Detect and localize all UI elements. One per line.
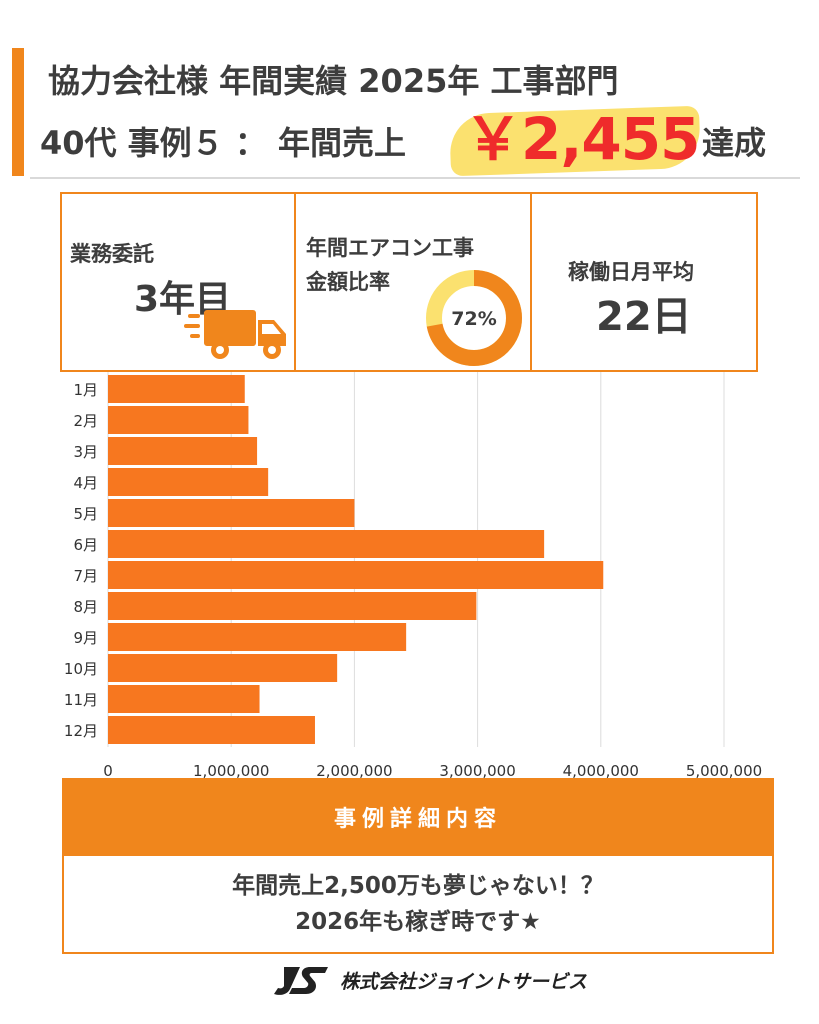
chart-x-tick-labels: 0 1,000,000 2,000,000 3,000,000 4,000,000 5,0… bbox=[103, 762, 762, 778]
bar-1 bbox=[108, 375, 245, 403]
x-tick-label: 4,000,000 bbox=[563, 762, 639, 778]
aircon-ratio-card: 年間エアコン工事 金額比率 72% bbox=[294, 192, 532, 372]
chart-bars bbox=[108, 375, 604, 744]
x-tick-label: 0 bbox=[103, 762, 113, 778]
page-subtitle: 40代 事例５ ： 年間売上 bbox=[40, 124, 406, 162]
workdays-value: 22日 bbox=[596, 294, 692, 340]
chart-category-labels: 1月 2月 3月 4月 5月 6月 7月 8月 9月 10月 11月 12月 bbox=[64, 381, 98, 740]
bar-6 bbox=[108, 530, 545, 558]
bar-5 bbox=[108, 499, 355, 527]
aircon-label-line1: 年間エアコン工事 bbox=[306, 236, 474, 260]
category-label: 10月 bbox=[64, 660, 98, 678]
x-tick-label: 2,000,000 bbox=[316, 762, 392, 778]
company-name: 株式会社ジョイントサービス bbox=[340, 970, 588, 993]
x-tick-label: 5,000,000 bbox=[686, 762, 762, 778]
js-logo bbox=[274, 967, 328, 995]
category-label: 3月 bbox=[73, 443, 98, 461]
detail-header: 事例詳細内容 bbox=[62, 778, 774, 856]
bar-3 bbox=[108, 437, 258, 465]
chart-grid bbox=[107, 372, 725, 747]
bar-8 bbox=[108, 592, 477, 620]
category-label: 9月 bbox=[73, 629, 98, 647]
workdays-label: 稼働日月平均 bbox=[568, 260, 694, 284]
bar-4 bbox=[108, 468, 269, 496]
category-label: 7月 bbox=[73, 567, 98, 585]
contract-label: 業務委託 bbox=[70, 242, 154, 266]
bar-9 bbox=[108, 623, 407, 651]
category-label: 11月 bbox=[64, 691, 98, 709]
bar-7 bbox=[108, 561, 604, 589]
aircon-ratio-donut: 72% bbox=[426, 270, 522, 366]
detail-line-2: 2026年も稼ぎ時です★ bbox=[295, 909, 541, 935]
detail-body: 年間売上2,500万も夢じゃない！？ 2026年も稼ぎ時です★ bbox=[62, 856, 774, 954]
detail-line-1: 年間売上2,500万も夢じゃない！？ bbox=[232, 873, 604, 899]
aircon-label-line2: 金額比率 bbox=[306, 270, 390, 294]
header-divider bbox=[30, 177, 800, 179]
bar-11 bbox=[108, 685, 260, 713]
x-tick-label: 3,000,000 bbox=[439, 762, 515, 778]
contract-years-card: 業務委託 3年目 bbox=[60, 192, 296, 372]
x-tick-label: 1,000,000 bbox=[193, 762, 269, 778]
page-title: 協力会社様 年間実績 2025年 工事部門 bbox=[48, 62, 619, 100]
category-label: 6月 bbox=[73, 536, 98, 554]
annual-sales-amount: ￥2,455 bbox=[464, 105, 700, 173]
bar-2 bbox=[108, 406, 249, 434]
category-label: 8月 bbox=[73, 598, 98, 616]
category-label: 4月 bbox=[73, 474, 98, 492]
company-footer: 株式会社ジョイントサービス bbox=[270, 962, 587, 998]
monthly-sales-bar-chart: 1月 2月 3月 4月 5月 6月 7月 8月 9月 10月 11月 12月 0 1,000,000 2,… bbox=[64, 372, 762, 778]
category-label: 1月 bbox=[73, 381, 98, 399]
bar-10 bbox=[108, 654, 338, 682]
delivery-truck-icon bbox=[184, 310, 286, 359]
title-accent-bar bbox=[12, 48, 24, 176]
bar-12 bbox=[108, 716, 315, 744]
category-label: 5月 bbox=[73, 505, 98, 523]
category-label: 2月 bbox=[73, 412, 98, 430]
category-label: 12月 bbox=[64, 722, 98, 740]
donut-fill bbox=[426, 270, 522, 366]
aircon-percent-text: 72% bbox=[451, 308, 496, 330]
workdays-card: 稼働日月平均 22日 bbox=[530, 192, 758, 372]
achieved-label: 達成 bbox=[702, 124, 767, 162]
